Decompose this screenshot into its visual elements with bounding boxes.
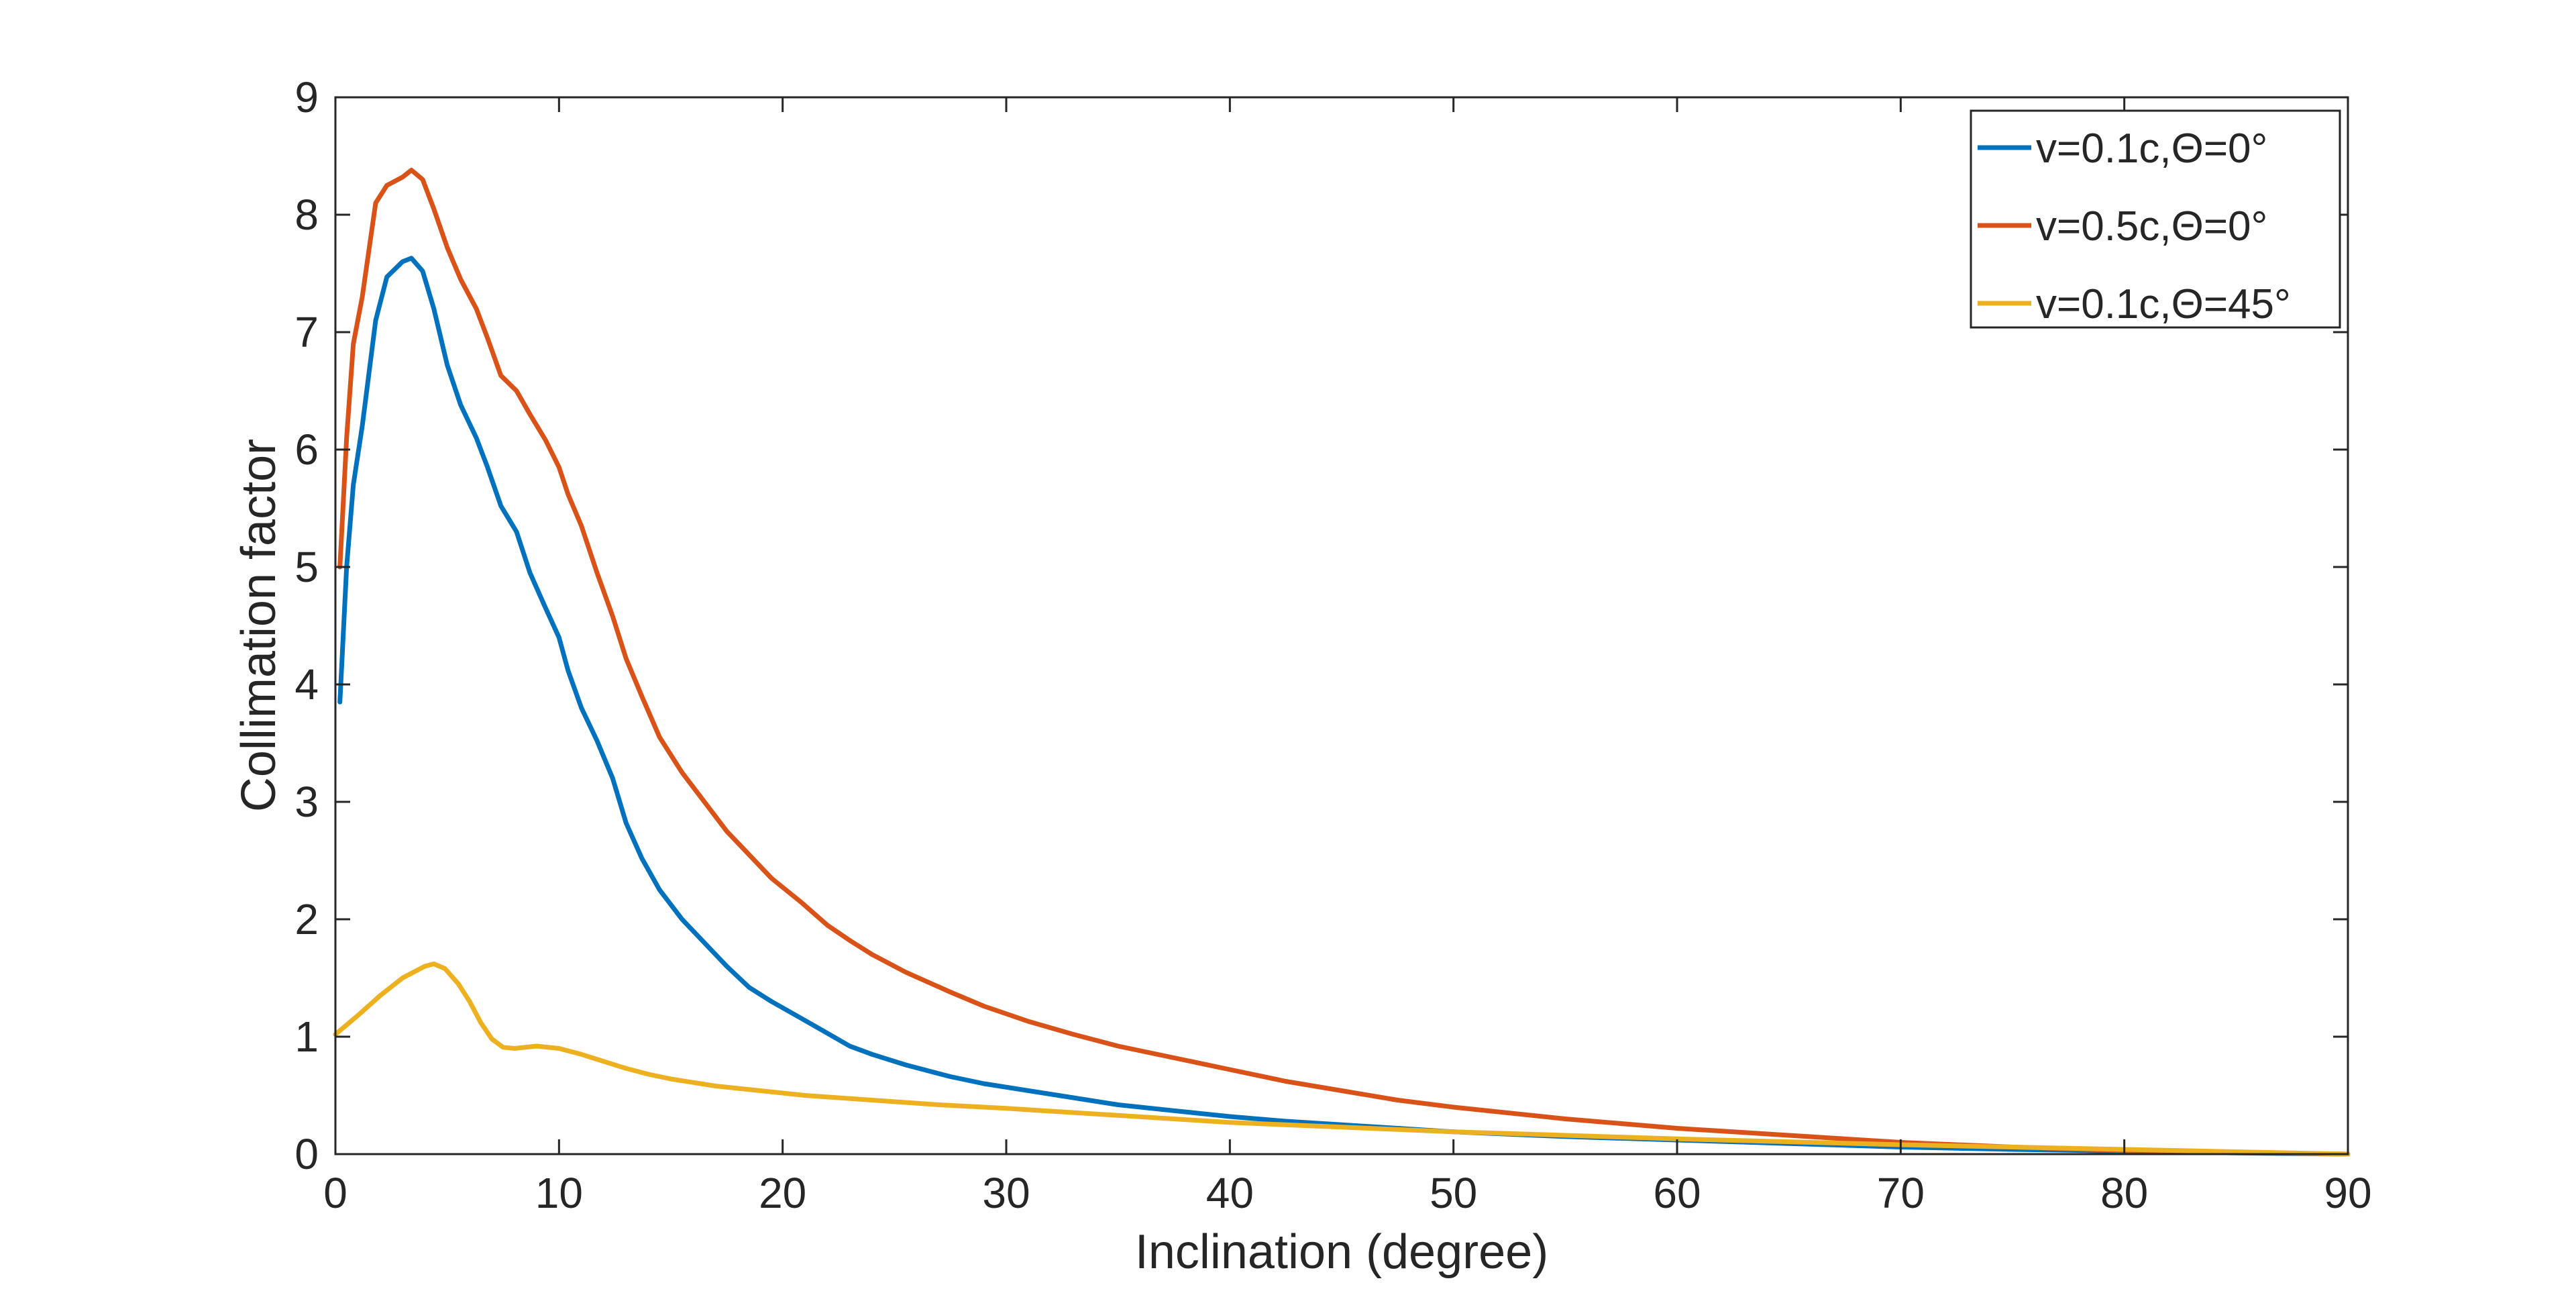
y-tick-label: 2	[294, 895, 319, 943]
legend-box	[1970, 109, 2341, 329]
legend-label-1: v=0.1c,Θ=0°	[2036, 125, 2267, 172]
y-axis-label: Collimation factor	[232, 439, 286, 812]
series-line-3	[333, 962, 2351, 1157]
x-axis-label: Inclination (degree)	[1135, 1225, 1548, 1279]
y-tick-label: 1	[294, 1013, 319, 1061]
x-tick-label: 70	[1877, 1169, 1925, 1217]
legend-label-2: v=0.5c,Θ=0°	[2036, 203, 2267, 250]
plot-frame	[334, 96, 2349, 1155]
y-tick-label: 3	[294, 778, 319, 826]
x-tick-label: 0	[323, 1169, 347, 1217]
series-layer	[333, 168, 2351, 1157]
x-tick-label: 80	[2100, 1169, 2148, 1217]
series-line-2	[337, 168, 2351, 1157]
tick-layer: 0 10 20 30 40 50 60 70 80 90 0 1 2 3 4 5 6 7 8 9	[294, 73, 2371, 1217]
y-tick-label: 5	[294, 543, 319, 591]
y-tick-label: 0	[294, 1130, 319, 1178]
y-tick-label: 6	[294, 425, 319, 474]
x-tick-label: 30	[982, 1169, 1030, 1217]
y-tick-label: 9	[294, 73, 319, 121]
legend: v=0.1c,Θ=0° v=0.5c,Θ=0° v=0.1c,Θ=45°	[1970, 109, 2341, 329]
legend-label-3: v=0.1c,Θ=45°	[2036, 281, 2291, 327]
x-tick-label: 50	[1430, 1169, 1477, 1217]
y-tick-label: 8	[294, 191, 319, 239]
y-tick-label: 7	[294, 308, 319, 356]
x-tick-label: 20	[759, 1169, 806, 1217]
x-tick-label: 90	[2324, 1169, 2371, 1217]
y-tick-label: 4	[294, 660, 319, 709]
x-tick-label: 40	[1206, 1169, 1254, 1217]
x-tick-label: 60	[1653, 1169, 1701, 1217]
x-tick-label: 10	[535, 1169, 583, 1217]
